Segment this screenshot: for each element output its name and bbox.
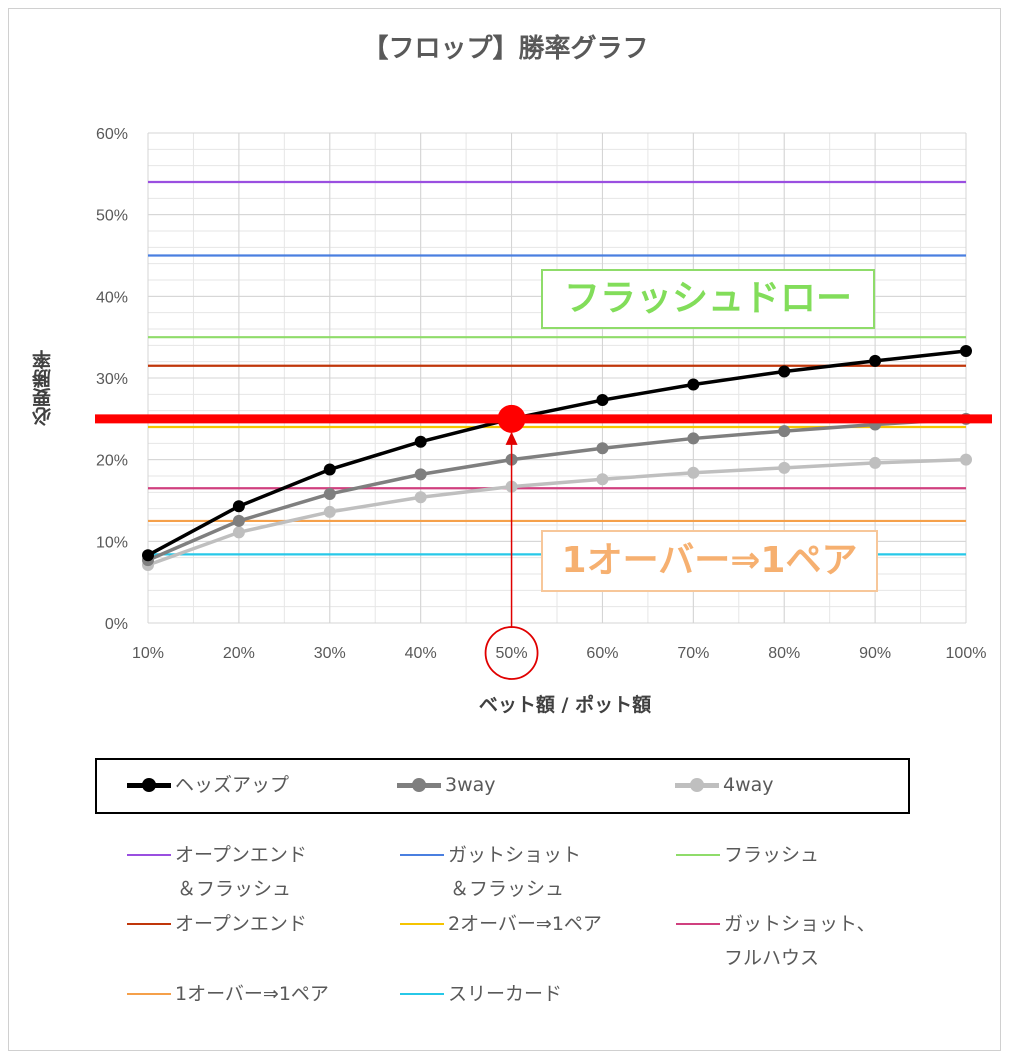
data-point (414, 435, 427, 448)
legend-label: オープンエンド (175, 844, 307, 866)
chart-frame (8, 8, 1001, 1051)
x-tick-label: 90% (859, 645, 891, 662)
legend-swatch (676, 923, 720, 925)
data-point (323, 505, 336, 518)
data-point (142, 549, 154, 562)
legend-label: スリーカード (448, 983, 563, 1005)
highlight-arrow-head (505, 431, 518, 445)
data-point (232, 514, 245, 527)
data-point (596, 473, 609, 486)
one-over-pair-callout: 1オーバー⇒1ペア (541, 530, 878, 592)
x-tick-label: 70% (677, 645, 709, 662)
y-axis-label: 必要勝率 (32, 350, 54, 426)
y-tick-label: 10% (96, 534, 128, 551)
y-tick-label: 20% (96, 453, 128, 470)
legend-main-series: ヘッズアップ 3way 4way (95, 758, 910, 814)
plot-area: 0%10%20%30%40%50%60%10% 20% 30% 40% 50% 60% 70… (95, 126, 992, 680)
y-tick-label: 60% (96, 126, 128, 143)
x-tick-label: 60% (586, 645, 618, 662)
legend-label: ガットショット、 (724, 913, 876, 935)
x-tick-label: 40% (405, 645, 437, 662)
legend-swatch (127, 993, 171, 995)
data-point (778, 461, 791, 474)
series-line (147, 417, 967, 562)
data-point (687, 466, 700, 479)
legend-swatch (400, 923, 444, 925)
data-point (960, 345, 972, 358)
legend-label-line2: フルハウス (724, 947, 820, 969)
y-tick-label: 0% (105, 616, 128, 633)
legend-marker (690, 778, 704, 792)
x-tick-label: 30% (314, 645, 346, 662)
chart-title: 【フロップ】勝率グラフ (362, 34, 649, 64)
x-tick-label: 100% (946, 645, 987, 662)
highlight-point (497, 404, 526, 433)
legend-label: ガットショット (448, 844, 582, 866)
y-tick-label: 50% (96, 208, 128, 225)
legend-label: 4way (723, 774, 774, 796)
data-point (596, 442, 609, 455)
legend-label-line2: ＆フラッシュ (177, 878, 292, 900)
flush-draw-callout: フラッシュドロー (541, 269, 875, 329)
x-axis-label: ベット額 / ポット額 (478, 694, 652, 716)
x-tick-label: 20% (223, 645, 255, 662)
x-tick-label: 10% (132, 645, 164, 662)
data-point (778, 365, 791, 378)
legend-label: ヘッズアップ (175, 774, 290, 796)
data-point (323, 487, 336, 500)
y-tick-label: 30% (96, 371, 128, 388)
legend-label: 3way (445, 774, 496, 796)
legend-swatch (400, 854, 444, 856)
data-point (960, 453, 972, 466)
legend-label: 1オーバー⇒1ペア (175, 983, 329, 1005)
data-point (414, 491, 427, 504)
legend-marker (412, 778, 426, 792)
legend-label: オープンエンド (175, 913, 307, 935)
legend-marker (142, 778, 156, 792)
data-point (596, 394, 609, 407)
legend-swatch (127, 854, 171, 856)
series-line (147, 457, 967, 567)
data-point (869, 456, 882, 469)
legend-swatch (400, 993, 444, 995)
data-point (687, 432, 700, 445)
x-tick-label: 80% (768, 645, 800, 662)
series-line (147, 349, 967, 557)
x-tick-label: 50% (496, 645, 528, 662)
legend-label: 2オーバー⇒1ペア (448, 913, 602, 935)
data-point (687, 378, 700, 391)
data-point (323, 463, 336, 476)
y-tick-label: 40% (96, 289, 128, 306)
legend-label-line2: ＆フラッシュ (450, 878, 565, 900)
legend-swatch (127, 923, 171, 925)
data-point (232, 526, 245, 539)
data-point (869, 354, 882, 367)
legend-swatch (676, 854, 720, 856)
data-point (232, 500, 245, 513)
data-point (414, 468, 427, 481)
data-point (778, 425, 791, 438)
highlight-tick-circle (484, 626, 539, 680)
legend-label: フラッシュ (724, 844, 820, 866)
